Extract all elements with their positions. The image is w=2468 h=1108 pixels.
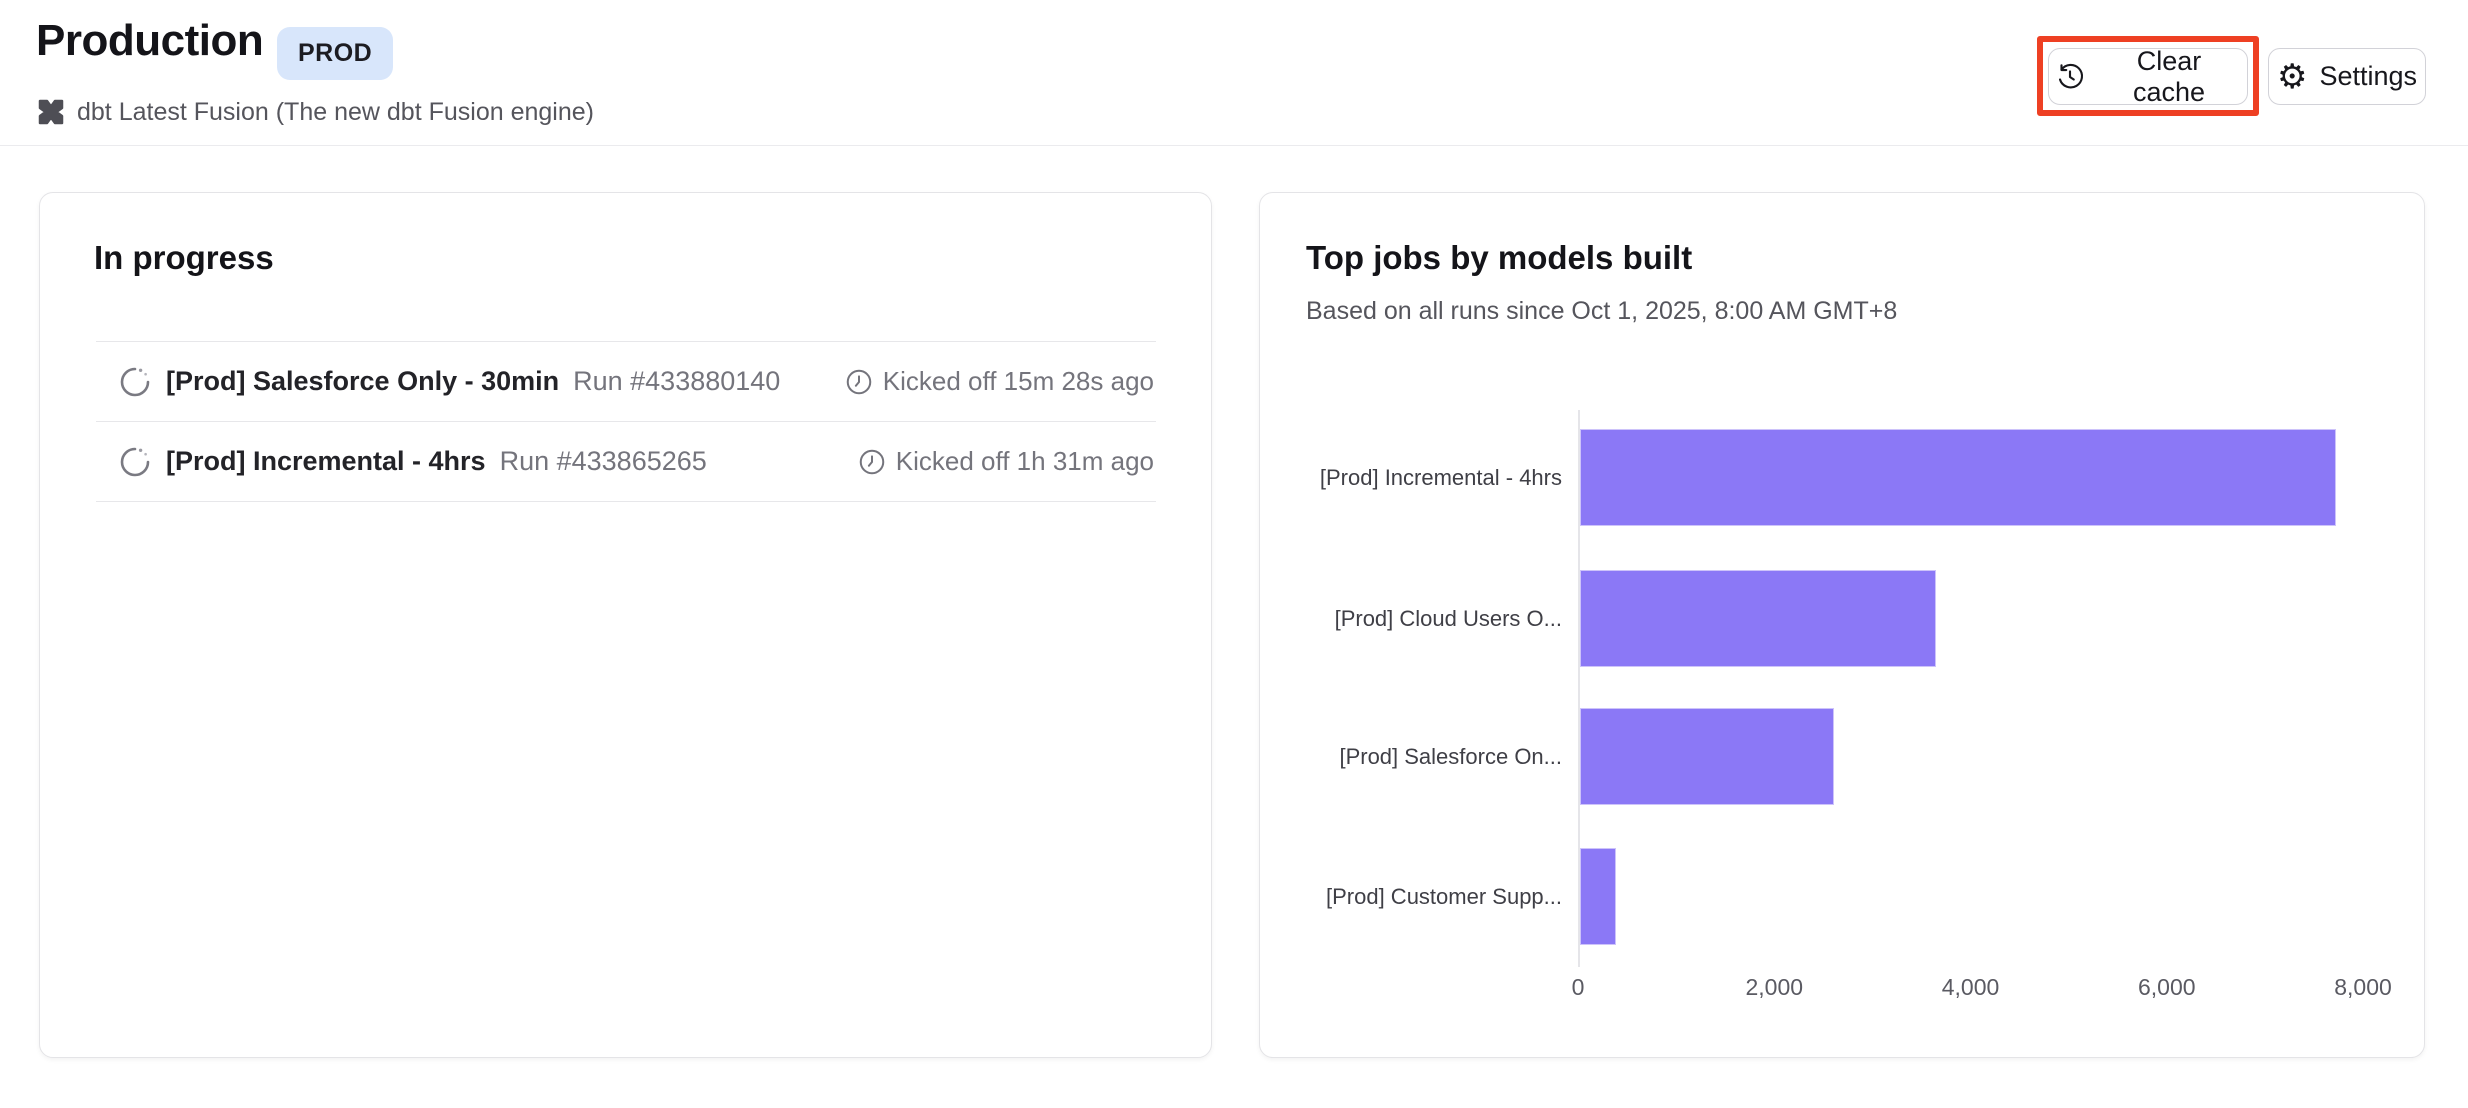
x-axis-tick-label: 8,000 xyxy=(2334,974,2392,1000)
bar-category-label: [Prod] Incremental - 4hrs xyxy=(1319,464,1562,490)
bar-category-label: [Prod] Cloud Users O... xyxy=(1334,605,1562,631)
y-axis-line xyxy=(1578,410,1580,967)
run-job-name[interactable]: [Prod] Incremental - 4hrs xyxy=(166,446,486,476)
in-progress-title: In progress xyxy=(94,239,274,276)
clear-cache-button[interactable]: Clear cache xyxy=(2048,45,2248,107)
bar-category-label: [Prod] Salesforce On... xyxy=(1339,743,1562,769)
run-row[interactable]: [Prod] Salesforce Only - 30min Run #4338… xyxy=(96,341,1156,421)
x-axis-tick-label: 0 xyxy=(1571,974,1585,1000)
run-number[interactable]: Run #433880140 xyxy=(573,366,781,396)
x-axis-tick-label: 2,000 xyxy=(1745,974,1804,1000)
subtitle-text: dbt Latest Fusion (The new dbt Fusion en… xyxy=(77,97,594,126)
clock-icon xyxy=(857,447,887,477)
x-axis-tick-label: 4,000 xyxy=(1941,974,2000,1000)
bar-4[interactable] xyxy=(1580,848,1616,945)
top-jobs-bar-chart: [Prod] Incremental - 4hrs [Prod] Cloud Us… xyxy=(1300,400,2392,1024)
bar-category-label: [Prod] Customer Supp... xyxy=(1326,883,1562,909)
clear-cache-label: Clear cache xyxy=(2132,45,2206,107)
spinner-icon xyxy=(118,445,152,479)
history-icon xyxy=(2055,62,2085,92)
bar-2[interactable] xyxy=(1580,570,1936,667)
bar-3[interactable] xyxy=(1580,708,1834,805)
gear-icon: ⚙ xyxy=(2276,56,2308,97)
x-axis-tick-label: 6,000 xyxy=(2137,974,2196,1000)
kicked-off-text: Kicked off 1h 31m ago xyxy=(895,446,1154,476)
settings-label: Settings xyxy=(2319,61,2418,91)
run-kicked-off: Kicked off 15m 28s ago xyxy=(844,366,1156,397)
page-title: Production xyxy=(36,16,264,65)
header-divider xyxy=(0,145,2468,146)
kicked-off-text: Kicked off 15m 28s ago xyxy=(882,366,1154,396)
top-jobs-title: Top jobs by models built xyxy=(1306,239,1693,276)
run-job-name[interactable]: [Prod] Salesforce Only - 30min xyxy=(166,366,560,396)
list-divider xyxy=(96,501,1156,502)
environment-badge: PROD xyxy=(277,27,394,80)
settings-button[interactable]: ⚙ Settings xyxy=(2268,48,2426,105)
run-number[interactable]: Run #433865265 xyxy=(499,446,707,476)
in-progress-card: In progress [Prod] Salesforce Only - 30m… xyxy=(39,192,1212,1058)
dbt-fusion-icon xyxy=(36,97,66,127)
bar-1[interactable] xyxy=(1580,429,2336,526)
run-list: [Prod] Salesforce Only - 30min Run #4338… xyxy=(96,341,1156,502)
clock-icon xyxy=(844,367,874,397)
spinner-icon xyxy=(118,365,152,399)
environment-subtitle: dbt Latest Fusion (The new dbt Fusion en… xyxy=(36,97,594,127)
run-row[interactable]: [Prod] Incremental - 4hrs Run #433865265… xyxy=(96,421,1156,501)
run-kicked-off: Kicked off 1h 31m ago xyxy=(857,446,1156,477)
top-jobs-subtitle: Based on all runs since Oct 1, 2025, 8:0… xyxy=(1306,297,1898,325)
